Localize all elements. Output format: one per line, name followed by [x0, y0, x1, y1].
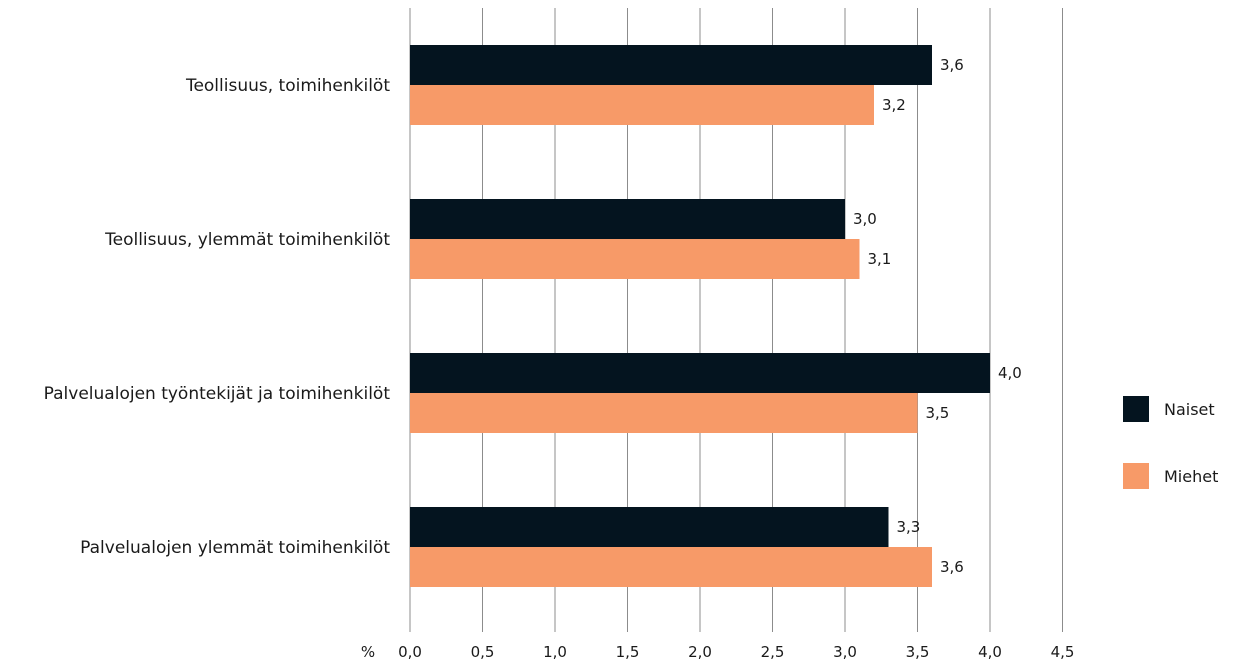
bars: [410, 45, 990, 587]
data-label: 4,0: [998, 364, 1022, 382]
x-axis-label: %: [361, 643, 375, 661]
bar-miehet: [410, 393, 918, 433]
data-label: 3,0: [853, 210, 877, 228]
x-tick-label: 4,5: [1051, 643, 1075, 661]
data-label: 3,2: [882, 96, 906, 114]
bar-miehet: [410, 85, 874, 125]
x-tick-label: 3,0: [833, 643, 857, 661]
bar-naiset: [410, 45, 932, 85]
data-labels: 3,6 3,2 3,0 3,1 4,0 3,5 3,3 3,6: [853, 56, 1022, 576]
category-label: Teollisuus, toimihenkilöt: [185, 76, 390, 96]
legend-swatch-naiset: [1123, 396, 1149, 422]
x-tick-label: 0,5: [471, 643, 495, 661]
category-labels: Teollisuus, toimihenkilöt Teollisuus, yle…: [44, 76, 391, 558]
legend-label: Miehet: [1164, 467, 1218, 486]
data-label: 3,5: [926, 404, 950, 422]
x-tick-label: 2,0: [688, 643, 712, 661]
x-tick-label: 3,5: [906, 643, 930, 661]
x-tick-label: 4,0: [978, 643, 1002, 661]
legend: Naiset Miehet: [1123, 396, 1218, 489]
bar-miehet: [410, 547, 932, 587]
data-label: 3,1: [868, 250, 892, 268]
category-label: Teollisuus, ylemmät toimihenkilöt: [104, 230, 390, 250]
x-tick-label: 1,5: [616, 643, 640, 661]
category-label: Palvelualojen ylemmät toimihenkilöt: [80, 538, 390, 558]
x-tick-label: 0,0: [398, 643, 422, 661]
bar-miehet: [410, 239, 860, 279]
bar-naiset: [410, 507, 889, 547]
legend-label: Naiset: [1164, 400, 1215, 419]
x-tick-label: 2,5: [761, 643, 785, 661]
legend-swatch-miehet: [1123, 463, 1149, 489]
data-label: 3,6: [940, 56, 964, 74]
x-tick-label: 1,0: [543, 643, 567, 661]
data-label: 3,6: [940, 558, 964, 576]
data-label: 3,3: [897, 518, 921, 536]
x-tick-labels: 0,0 0,5 1,0 1,5 2,0 2,5 3,0 3,5 4,0 4,5: [398, 643, 1074, 661]
category-label: Palvelualojen työntekijät ja toimihenkil…: [44, 384, 391, 404]
bar-naiset: [410, 353, 990, 393]
bar-naiset: [410, 199, 845, 239]
